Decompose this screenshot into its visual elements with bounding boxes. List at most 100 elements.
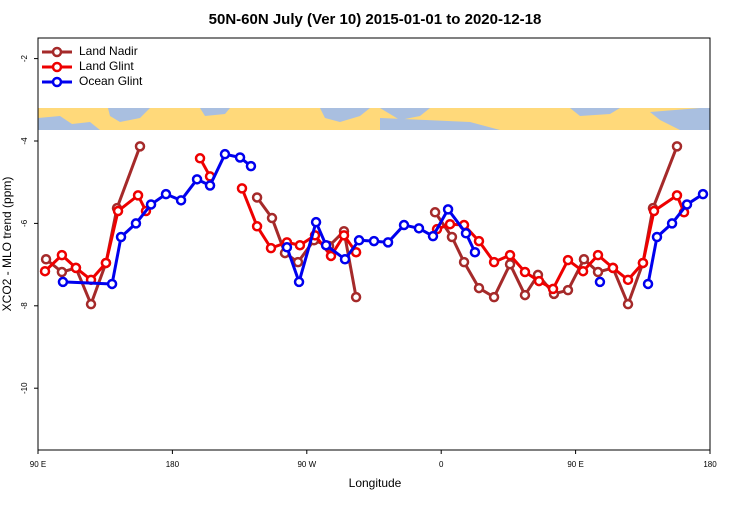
data-point bbox=[504, 258, 516, 270]
data-point bbox=[85, 298, 97, 310]
data-point bbox=[473, 235, 485, 247]
data-point bbox=[251, 192, 263, 203]
data-point bbox=[637, 257, 649, 269]
map-strip bbox=[38, 108, 710, 130]
data-point bbox=[145, 199, 157, 210]
data-point bbox=[310, 216, 322, 228]
data-point bbox=[607, 262, 619, 274]
data-point bbox=[446, 231, 458, 243]
map-ocean bbox=[38, 108, 710, 130]
data-point bbox=[594, 276, 606, 288]
data-point bbox=[70, 262, 82, 274]
x-tick-label: 180 bbox=[703, 460, 717, 469]
data-point bbox=[293, 276, 305, 288]
data-point bbox=[488, 256, 500, 268]
data-point bbox=[368, 235, 380, 247]
legend-marker bbox=[51, 46, 63, 58]
x-tick-label: 90 E bbox=[30, 460, 46, 469]
data-point bbox=[697, 188, 709, 200]
data-point bbox=[592, 249, 604, 261]
data-point bbox=[292, 256, 304, 268]
data-point bbox=[56, 249, 68, 261]
data-point bbox=[413, 223, 425, 234]
data-point bbox=[488, 291, 500, 303]
x-axis-label: Longitude bbox=[349, 476, 402, 490]
chart-title: 50N-60N July (Ver 10) 2015-01-01 to 2020… bbox=[209, 11, 542, 28]
data-point bbox=[234, 152, 246, 163]
data-point bbox=[578, 253, 590, 265]
y-axis-label: XCO2 - MLO trend (ppm) bbox=[0, 177, 14, 312]
data-point bbox=[460, 228, 472, 239]
data-point bbox=[666, 218, 678, 229]
x-tick-label: 180 bbox=[166, 460, 180, 469]
data-point bbox=[236, 183, 248, 194]
data-point bbox=[429, 207, 441, 218]
data-point bbox=[622, 298, 634, 310]
data-point bbox=[266, 212, 278, 224]
data-point bbox=[651, 231, 663, 243]
data-point bbox=[294, 239, 306, 251]
data-point bbox=[191, 174, 203, 185]
data-point bbox=[132, 190, 144, 201]
data-point bbox=[194, 153, 206, 164]
x-tick-label: 90 E bbox=[567, 460, 583, 469]
data-point bbox=[519, 266, 531, 278]
plot-frame bbox=[37, 37, 711, 451]
data-point bbox=[134, 141, 146, 152]
y-tick-label: -6 bbox=[20, 219, 29, 227]
data-point bbox=[350, 291, 362, 303]
data-point bbox=[398, 219, 410, 231]
data-point bbox=[444, 218, 456, 230]
data-point bbox=[622, 274, 634, 286]
data-point bbox=[338, 230, 350, 241]
x-tick-label: 90 W bbox=[297, 460, 316, 469]
x-tick-label: 0 bbox=[439, 460, 444, 469]
legend-label: Land Nadir bbox=[79, 44, 138, 58]
data-point bbox=[681, 199, 693, 210]
series-line bbox=[43, 157, 686, 291]
data-point bbox=[219, 148, 231, 160]
data-point bbox=[642, 278, 654, 290]
data-point bbox=[339, 253, 351, 265]
data-point bbox=[40, 253, 52, 265]
data-point bbox=[39, 265, 51, 277]
data-point bbox=[112, 205, 124, 217]
data-point bbox=[469, 246, 481, 258]
data-point bbox=[245, 160, 257, 172]
data-point bbox=[562, 284, 574, 296]
data-point bbox=[382, 237, 394, 248]
y-tick-label: -10 bbox=[20, 382, 29, 394]
data-point bbox=[442, 204, 454, 215]
legend-marker bbox=[51, 61, 63, 73]
data-point bbox=[519, 289, 531, 301]
data-point bbox=[473, 282, 485, 294]
data-point bbox=[353, 235, 365, 246]
data-point bbox=[325, 250, 337, 262]
data-point bbox=[100, 257, 112, 269]
data-point bbox=[427, 230, 439, 242]
data-point bbox=[577, 265, 589, 277]
y-tick-label: -8 bbox=[20, 302, 29, 310]
data-point bbox=[115, 231, 127, 243]
data-point bbox=[547, 283, 559, 295]
data-point bbox=[204, 180, 216, 191]
data-point bbox=[671, 141, 683, 152]
legend-marker bbox=[51, 76, 63, 88]
legend-label: Land Glint bbox=[79, 59, 134, 73]
data-point bbox=[458, 256, 470, 268]
data-point bbox=[320, 239, 332, 251]
y-tick-label: -2 bbox=[20, 54, 29, 62]
y-tick-label: -4 bbox=[20, 137, 29, 145]
data-point bbox=[160, 188, 172, 200]
data-point bbox=[592, 266, 604, 278]
data-point bbox=[175, 195, 187, 206]
data-point bbox=[281, 242, 293, 253]
data-point bbox=[265, 242, 277, 254]
data-point bbox=[130, 218, 142, 229]
data-point bbox=[251, 221, 263, 232]
data-point bbox=[504, 249, 516, 261]
data-point bbox=[57, 276, 69, 288]
legend-label: Ocean Glint bbox=[79, 74, 143, 88]
